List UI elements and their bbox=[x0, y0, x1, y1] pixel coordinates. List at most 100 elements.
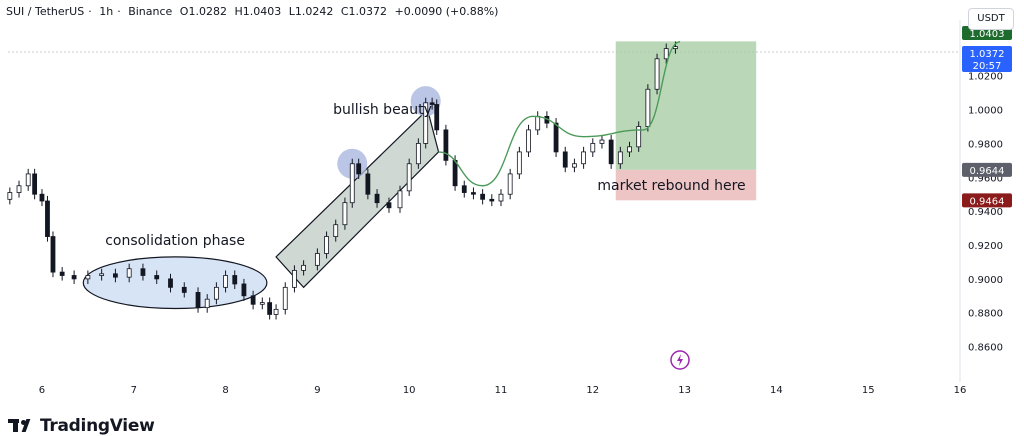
candle-body bbox=[204, 298, 210, 309]
candle-body bbox=[250, 295, 256, 305]
candle-body bbox=[7, 192, 13, 200]
candle bbox=[349, 158, 355, 208]
candle bbox=[498, 189, 504, 207]
candle bbox=[85, 270, 91, 284]
interval[interactable]: 1h bbox=[99, 5, 114, 18]
candle bbox=[301, 260, 307, 276]
candle-body bbox=[386, 202, 392, 209]
x-tick-label: 16 bbox=[954, 385, 967, 396]
ohlc-high: H1.0403 bbox=[234, 5, 282, 18]
y-tick-label: 0.9000 bbox=[968, 275, 1003, 286]
candle bbox=[25, 168, 31, 191]
candle-body bbox=[572, 163, 577, 168]
candle bbox=[59, 267, 65, 281]
candle bbox=[32, 168, 38, 200]
candle-body bbox=[71, 275, 77, 280]
candle bbox=[526, 124, 531, 157]
y-tick-label: 1.0200 bbox=[968, 72, 1003, 83]
y-tick-label: 0.9600 bbox=[968, 173, 1003, 184]
candle bbox=[572, 158, 577, 173]
candle bbox=[181, 282, 187, 298]
candle bbox=[590, 138, 596, 157]
candle-body bbox=[434, 104, 440, 131]
candle bbox=[273, 304, 279, 320]
candle-body bbox=[654, 58, 660, 90]
x-tick-label: 9 bbox=[314, 385, 320, 396]
candle-body bbox=[85, 275, 91, 280]
currency-button[interactable]: USDT bbox=[968, 8, 1014, 30]
candle bbox=[16, 180, 22, 198]
candle bbox=[204, 294, 210, 313]
symbol-header: SUI / TetherUS · 1h · Binance O1.0282 H1.0… bbox=[6, 5, 499, 18]
candle-body bbox=[99, 273, 105, 276]
candle bbox=[645, 84, 651, 132]
candle bbox=[461, 180, 467, 198]
candle bbox=[39, 189, 45, 207]
candle-body bbox=[365, 173, 371, 195]
symbol-name[interactable]: SUI / TetherUS bbox=[6, 5, 85, 18]
candle bbox=[581, 146, 587, 169]
candle-body bbox=[397, 190, 403, 209]
candle-body bbox=[461, 185, 467, 193]
candle-body bbox=[443, 129, 449, 161]
x-tick-label: 6 bbox=[39, 385, 45, 396]
candle bbox=[140, 263, 146, 281]
candle bbox=[471, 187, 476, 200]
candle-body bbox=[673, 46, 678, 50]
candle bbox=[654, 53, 660, 95]
candle-body bbox=[471, 192, 476, 195]
candle-body bbox=[480, 193, 486, 200]
candle bbox=[126, 263, 132, 283]
tradingview-logo[interactable]: TradingView bbox=[8, 416, 155, 436]
candle-body bbox=[333, 224, 339, 237]
candle-body bbox=[140, 268, 146, 276]
candle bbox=[415, 138, 421, 169]
candle bbox=[324, 231, 329, 259]
candle bbox=[386, 197, 392, 213]
candle bbox=[213, 282, 219, 305]
candle bbox=[507, 168, 513, 200]
candle bbox=[599, 134, 605, 149]
x-tick-label: 8 bbox=[222, 385, 228, 396]
candle-body bbox=[241, 283, 247, 297]
candle-body bbox=[349, 163, 355, 204]
candle bbox=[627, 141, 632, 157]
x-tick-label: 10 bbox=[403, 385, 416, 396]
price-tag-box bbox=[962, 193, 1012, 208]
x-tick-label: 12 bbox=[586, 385, 599, 396]
candle bbox=[374, 189, 380, 208]
candle-body bbox=[45, 200, 50, 237]
candle bbox=[45, 195, 50, 242]
x-tick-label: 15 bbox=[862, 385, 875, 396]
bullish-beauty-label: bullish beauty bbox=[333, 102, 432, 118]
consolidation-ellipse bbox=[82, 256, 268, 310]
candle-body bbox=[50, 236, 56, 273]
price-tag-value: 0.9644 bbox=[970, 166, 1005, 177]
candle-body bbox=[535, 115, 541, 131]
candle bbox=[516, 146, 522, 179]
trend-curve bbox=[438, 41, 681, 187]
y-tick-label: 1.0000 bbox=[968, 106, 1003, 117]
candle-body bbox=[526, 129, 531, 153]
candle-body bbox=[301, 264, 307, 271]
candle-body bbox=[267, 302, 273, 315]
price-tag-timer: 20:57 bbox=[973, 61, 1002, 72]
candle-body bbox=[282, 286, 288, 310]
candle bbox=[397, 185, 403, 213]
candle-body bbox=[213, 286, 219, 300]
candle bbox=[480, 189, 486, 205]
candle bbox=[314, 248, 320, 271]
candle-body bbox=[16, 185, 22, 193]
candle-body bbox=[259, 302, 265, 305]
candle-body bbox=[489, 198, 495, 202]
candle bbox=[113, 268, 118, 283]
candle bbox=[429, 97, 435, 110]
candle bbox=[250, 290, 256, 310]
candle-body bbox=[342, 202, 348, 226]
candle bbox=[168, 273, 173, 293]
consolidation-label: consolidation phase bbox=[105, 233, 245, 249]
candle bbox=[562, 146, 568, 173]
candle-body bbox=[168, 278, 173, 288]
